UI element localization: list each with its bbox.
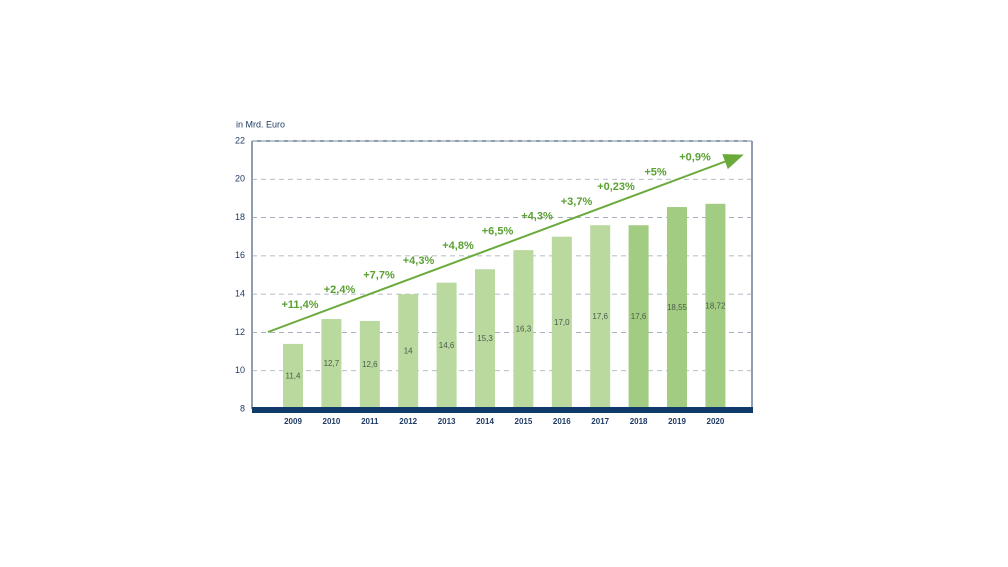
bar: [475, 269, 495, 409]
value-label: 14: [404, 347, 413, 356]
value-label: 12,6: [362, 360, 378, 369]
growth-annotation: +4,8%: [442, 240, 474, 252]
x-tick-label: 2010: [323, 417, 341, 426]
bar: [321, 319, 342, 409]
growth-annotation: +6,5%: [482, 225, 514, 237]
growth-annotation: +0,23%: [597, 181, 635, 193]
growth-annotation: +7,7%: [363, 270, 395, 282]
growth-annotation: +3,7%: [561, 196, 593, 208]
x-tick-label: 2018: [630, 417, 648, 426]
y-axis-label: in Mrd. Euro: [236, 119, 285, 129]
bar: [628, 225, 649, 409]
y-tick-label: 22: [235, 135, 245, 145]
growth-annotation: +4,3%: [521, 211, 553, 223]
bar: [359, 320, 380, 409]
x-tick-label: 2015: [515, 417, 533, 426]
growth-annotation: +2,4%: [324, 284, 356, 296]
x-axis-band: [252, 407, 753, 413]
bars: [283, 203, 726, 409]
value-label: 15,3: [477, 334, 493, 343]
value-label: 17,0: [554, 318, 570, 327]
x-tick-label: 2011: [361, 417, 379, 426]
bar: [551, 236, 572, 409]
bar: [283, 343, 303, 409]
growth-annotation: +11,4%: [281, 299, 318, 311]
x-tick-label: 2009: [284, 417, 302, 426]
x-tick-label: 2020: [707, 417, 725, 426]
growth-arrow: [267, 154, 744, 333]
bar: [513, 250, 534, 409]
bar: [590, 225, 611, 409]
y-tick-label: 16: [235, 250, 245, 260]
y-tick-label: 14: [235, 289, 245, 299]
growth-annotation: +4,3%: [403, 255, 435, 267]
labels: 8 10 12 14 16 18 20 22 2009 11,4 2010 12,7 2011 12,6 2…: [235, 135, 726, 426]
value-label: 17,6: [631, 312, 647, 321]
value-label: 17,6: [592, 312, 608, 321]
bar: [436, 282, 457, 409]
x-tick-label: 2014: [476, 417, 494, 426]
value-label: 18,72: [705, 302, 726, 311]
bar: [398, 294, 419, 409]
x-tick-label: 2013: [438, 417, 456, 426]
value-label: 12,7: [324, 359, 340, 368]
x-tick-label: 2017: [591, 417, 609, 426]
x-tick-label: 2019: [668, 417, 686, 426]
growth-annotation: +5%: [644, 166, 667, 178]
x-tick-label: 2012: [399, 417, 417, 426]
growth-annotation: +0,9%: [679, 152, 711, 164]
y-tick-label: 12: [235, 327, 245, 337]
y-tick-label: 20: [235, 174, 245, 184]
bar: [667, 207, 687, 409]
y-tick-label: 10: [235, 365, 245, 375]
y-tick-label: 18: [235, 212, 245, 222]
value-label: 11,4: [286, 372, 302, 381]
value-label: 16,3: [516, 325, 532, 334]
value-label: 14,6: [439, 341, 455, 350]
value-label: 18,55: [667, 303, 688, 312]
y-tick-label: 8: [240, 403, 245, 413]
x-tick-label: 2016: [553, 417, 571, 426]
bar: [705, 203, 726, 409]
